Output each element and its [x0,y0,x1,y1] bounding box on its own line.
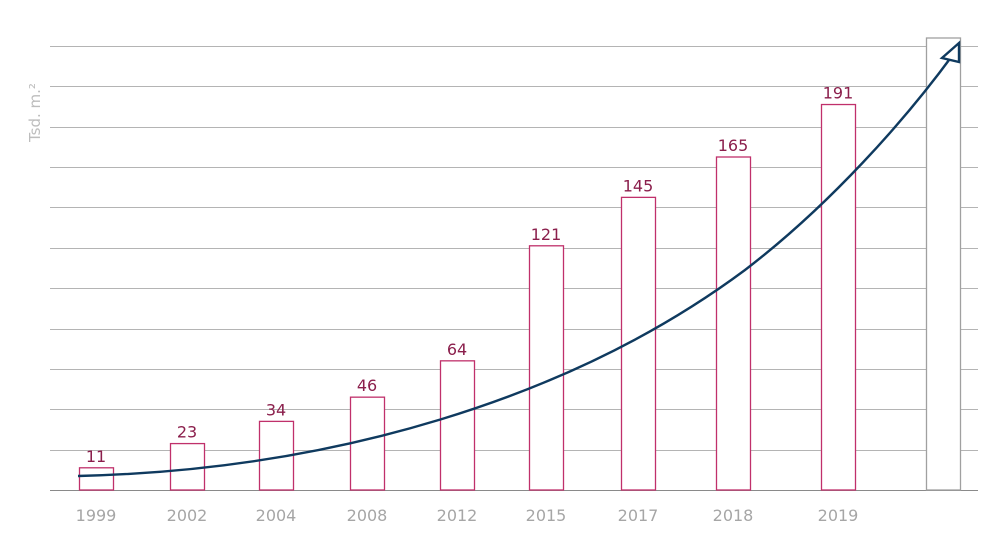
bar-2019 [820,103,857,491]
bars [78,37,962,491]
value-label-2018: 165 [718,136,749,155]
bar-2008 [349,396,386,491]
x-tick-1999: 1999 [76,506,117,525]
x-tick-2019: 2019 [818,506,859,525]
value-label-2002: 23 [177,423,197,442]
value-label-2017: 145 [623,176,654,195]
bar-2002 [169,442,206,491]
trend-curve [77,55,953,478]
bar-2015 [528,245,565,491]
value-label-2019: 191 [823,84,854,103]
value-label-1999: 11 [86,447,106,466]
bar-2018 [715,156,752,491]
value-label-2008: 46 [357,376,377,395]
bar-2012 [439,360,476,491]
value-labels: 11 23 34 46 64 121 145 165 191 [86,84,853,466]
x-tick-2015: 2015 [526,506,567,525]
x-tick-2004: 2004 [256,506,297,525]
trend-arrow [77,40,961,478]
value-label-2015: 121 [531,225,562,244]
x-tick-2017: 2017 [618,506,659,525]
x-tick-2018: 2018 [713,506,754,525]
bar-1999 [78,467,115,491]
y-axis-label: Tsd. m.² [26,83,44,143]
x-tick-2002: 2002 [167,506,208,525]
value-label-2004: 34 [266,400,286,419]
x-tick-2008: 2008 [347,506,388,525]
value-label-2012: 64 [447,340,467,359]
trend-arrowhead [939,40,961,64]
x-tick-labels: 1999 2002 2004 2008 2012 2015 2017 2018 2019 [76,506,859,525]
bar-projection [925,37,962,491]
x-tick-2012: 2012 [437,506,478,525]
